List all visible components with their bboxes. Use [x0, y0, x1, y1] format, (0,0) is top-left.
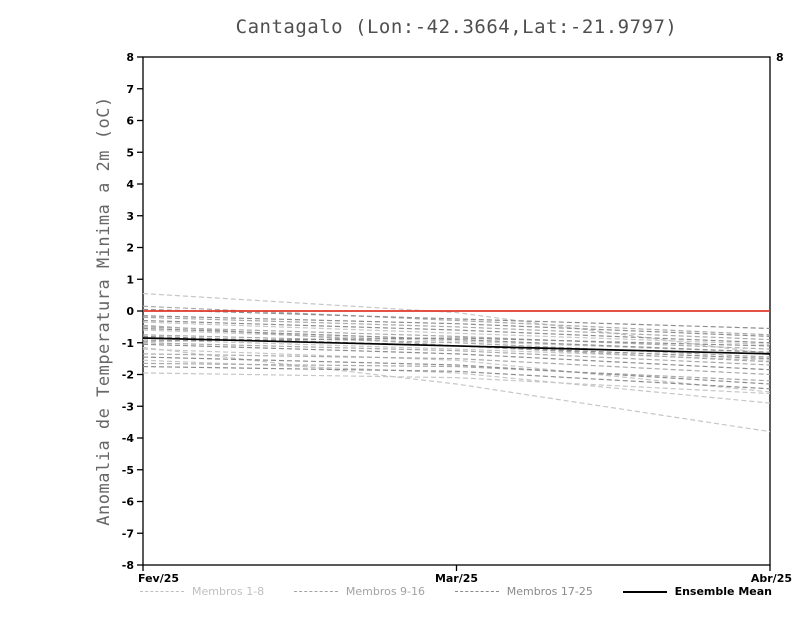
legend-item-membros-1-8: Membros 1-8 — [140, 585, 264, 598]
x-tick-label: Mar/25 — [435, 572, 478, 585]
y-tick-label: 2 — [126, 242, 134, 255]
y-tick-label: 1 — [126, 273, 134, 286]
y-tick-label: -3 — [122, 400, 134, 413]
legend-line-sample — [454, 591, 499, 592]
member-line — [142, 362, 771, 382]
legend-label: Membros 1-8 — [192, 585, 265, 598]
right-axis-top-label: 8 — [776, 51, 784, 64]
y-tick-label: -1 — [122, 337, 134, 350]
member-line — [142, 372, 771, 395]
ensemble-mean-line — [142, 337, 771, 355]
member-line — [142, 327, 771, 353]
member-line — [142, 319, 771, 344]
y-tick-label: -6 — [122, 496, 135, 509]
legend-item-membros-17-25: Membros 17-25 — [454, 585, 593, 598]
member-line — [142, 353, 771, 376]
y-tick-label: 0 — [126, 305, 134, 318]
y-tick-label: 7 — [126, 83, 134, 96]
member-line — [142, 308, 771, 330]
member-line — [142, 324, 771, 363]
y-tick-label: 3 — [126, 210, 134, 223]
member-line — [142, 365, 771, 390]
y-tick-label: -4 — [122, 432, 135, 445]
y-tick-label: 8 — [126, 51, 134, 64]
legend-label: Membros 17-25 — [506, 585, 593, 598]
member-line — [142, 321, 771, 345]
x-tick-label: Abr/25 — [751, 572, 792, 585]
legend-label: Membros 9-16 — [345, 585, 426, 598]
legend-line-sample — [622, 590, 667, 593]
legend-item-ensemble-mean: Ensemble Mean — [622, 585, 772, 598]
member-line — [142, 343, 771, 371]
y-tick-label: 4 — [126, 178, 134, 191]
legend-line-sample — [293, 591, 338, 592]
member-line — [142, 342, 771, 366]
member-line — [142, 334, 771, 358]
member-line — [142, 348, 771, 393]
member-line — [142, 315, 771, 337]
y-tick-label: 5 — [126, 146, 134, 159]
x-tick-label: Fev/25 — [138, 572, 179, 585]
y-tick-label: -2 — [122, 369, 134, 382]
legend-item-membros-9-16: Membros 9-16 — [293, 585, 426, 598]
y-tick-label: -7 — [122, 527, 134, 540]
legend-line-sample — [140, 591, 184, 592]
legend: Membros 1-8 Membros 9-16 Membros 17-25 E… — [140, 585, 772, 598]
legend-label: Ensemble Mean — [674, 585, 772, 598]
y-tick-label: -5 — [122, 464, 134, 477]
y-tick-label: 6 — [126, 115, 134, 128]
member-line — [142, 356, 771, 385]
y-tick-label: -8 — [122, 559, 134, 572]
member-line — [142, 326, 771, 350]
member-line — [142, 316, 771, 341]
chart-title: Cantagalo (Lon:-42.3664,Lat:-21.9797) — [235, 16, 678, 38]
